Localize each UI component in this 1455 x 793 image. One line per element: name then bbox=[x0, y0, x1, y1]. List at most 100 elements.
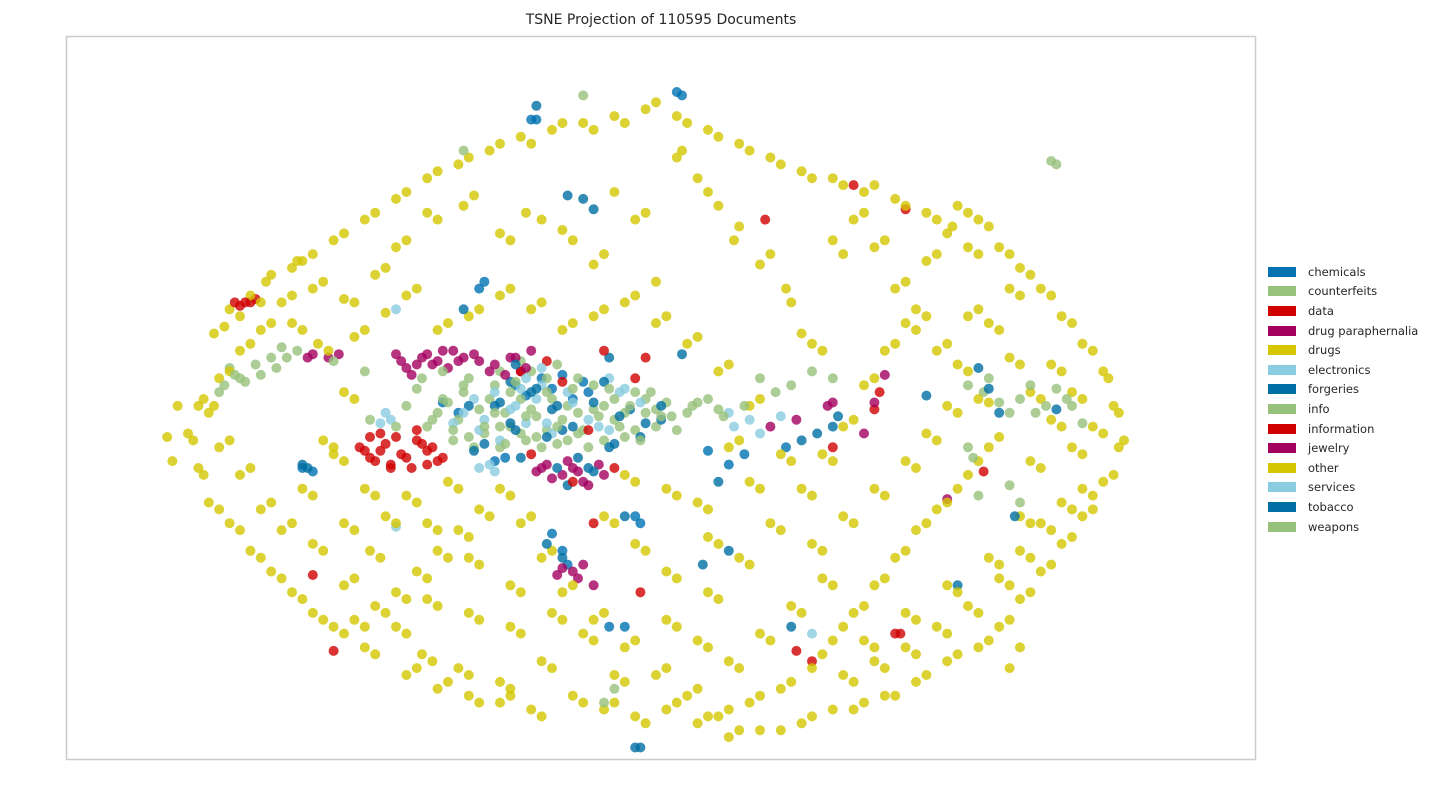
scatter-point bbox=[583, 463, 594, 473]
scatter-point bbox=[567, 397, 578, 408]
scatter-point bbox=[432, 356, 443, 367]
scatter-point bbox=[484, 511, 495, 522]
scatter-point bbox=[786, 456, 797, 467]
scatter-point bbox=[931, 504, 942, 515]
scatter-point bbox=[214, 442, 225, 453]
scatter-point bbox=[713, 476, 724, 487]
scatter-point bbox=[723, 359, 734, 370]
scatter-point bbox=[755, 483, 765, 494]
scatter-point bbox=[827, 580, 838, 591]
scatter-point bbox=[983, 373, 994, 384]
scatter-point bbox=[495, 138, 505, 149]
scatter-point bbox=[391, 421, 401, 432]
scatter-point bbox=[874, 387, 885, 398]
scatter-point bbox=[786, 621, 797, 632]
scatter-point bbox=[339, 518, 349, 529]
scatter-point bbox=[1025, 380, 1036, 391]
scatter-point bbox=[448, 418, 459, 429]
scatter-point bbox=[541, 459, 552, 470]
scatter-point bbox=[1067, 504, 1077, 515]
scatter-point bbox=[952, 587, 963, 598]
scatter-point bbox=[609, 518, 620, 529]
scatter-point bbox=[448, 345, 459, 356]
scatter-point bbox=[552, 359, 563, 370]
scatter-point bbox=[781, 442, 791, 453]
scatter-point bbox=[255, 504, 266, 515]
scatter-point bbox=[385, 463, 396, 473]
scatter-point bbox=[827, 635, 838, 646]
scatter-point bbox=[588, 580, 599, 591]
scatter-point bbox=[1046, 525, 1057, 536]
scatter-point bbox=[760, 214, 771, 225]
scatter-point bbox=[614, 421, 625, 432]
scatter-point bbox=[942, 628, 953, 639]
scatter-point bbox=[994, 559, 1005, 570]
scatter-point bbox=[848, 704, 859, 715]
scatter-point bbox=[406, 369, 417, 380]
scatter-point bbox=[198, 469, 209, 480]
scatter-point bbox=[443, 476, 453, 487]
scatter-point bbox=[963, 469, 973, 480]
scatter-point bbox=[510, 425, 521, 436]
scatter-point bbox=[531, 100, 542, 111]
scatter-point bbox=[713, 711, 724, 722]
scatter-point bbox=[479, 414, 490, 425]
scatter-point bbox=[983, 221, 994, 232]
scatter-point bbox=[671, 697, 682, 708]
scatter-point bbox=[931, 249, 942, 260]
scatter-point bbox=[401, 628, 412, 639]
scatter-point bbox=[370, 207, 381, 218]
scatter-point bbox=[723, 442, 734, 453]
scatter-point bbox=[775, 725, 786, 736]
scatter-point bbox=[677, 145, 687, 156]
scatter-point bbox=[599, 435, 609, 446]
scatter-point bbox=[619, 676, 630, 687]
scatter-point bbox=[552, 438, 563, 449]
scatter-point bbox=[515, 587, 526, 598]
legend-swatch bbox=[1268, 403, 1296, 414]
scatter-point bbox=[1025, 387, 1036, 398]
scatter-point bbox=[666, 411, 677, 422]
scatter-point bbox=[599, 376, 609, 387]
scatter-point bbox=[692, 635, 703, 646]
series-tobacco bbox=[297, 100, 1062, 753]
scatter-point bbox=[349, 614, 360, 625]
scatter-point bbox=[609, 394, 620, 404]
scatter-point bbox=[973, 214, 984, 225]
legend-item: weapons bbox=[1268, 517, 1418, 537]
legend-swatch bbox=[1268, 364, 1296, 375]
scatter-point bbox=[952, 407, 963, 418]
scatter-point bbox=[536, 656, 547, 667]
scatter-point bbox=[458, 380, 469, 391]
scatter-point bbox=[453, 159, 464, 170]
scatter-point bbox=[510, 352, 521, 363]
scatter-point bbox=[1108, 400, 1119, 411]
scatter-point bbox=[474, 304, 485, 315]
scatter-point bbox=[1025, 552, 1036, 563]
scatter-point bbox=[744, 559, 755, 570]
scatter-point bbox=[458, 407, 469, 418]
scatter-point bbox=[968, 452, 979, 463]
scatter-point bbox=[796, 607, 807, 618]
scatter-point bbox=[994, 325, 1005, 335]
scatter-point bbox=[827, 704, 838, 715]
scatter-point bbox=[567, 235, 578, 246]
scatter-point bbox=[557, 325, 568, 335]
scatter-point bbox=[952, 359, 963, 370]
scatter-point bbox=[255, 369, 266, 380]
scatter-point bbox=[911, 525, 921, 536]
scatter-point bbox=[505, 387, 516, 398]
scatter-point bbox=[287, 587, 297, 598]
scatter-point bbox=[588, 204, 599, 215]
scatter-point bbox=[214, 504, 225, 515]
scatter-point bbox=[619, 621, 630, 632]
scatter-point bbox=[1015, 545, 1025, 556]
scatter-point bbox=[692, 331, 703, 342]
scatter-point bbox=[380, 438, 391, 449]
scatter-point bbox=[573, 452, 583, 463]
scatter-point bbox=[307, 490, 318, 501]
scatter-point bbox=[489, 387, 500, 398]
scatter-point bbox=[349, 525, 360, 536]
scatter-point bbox=[380, 407, 391, 418]
scatter-point bbox=[921, 207, 932, 218]
